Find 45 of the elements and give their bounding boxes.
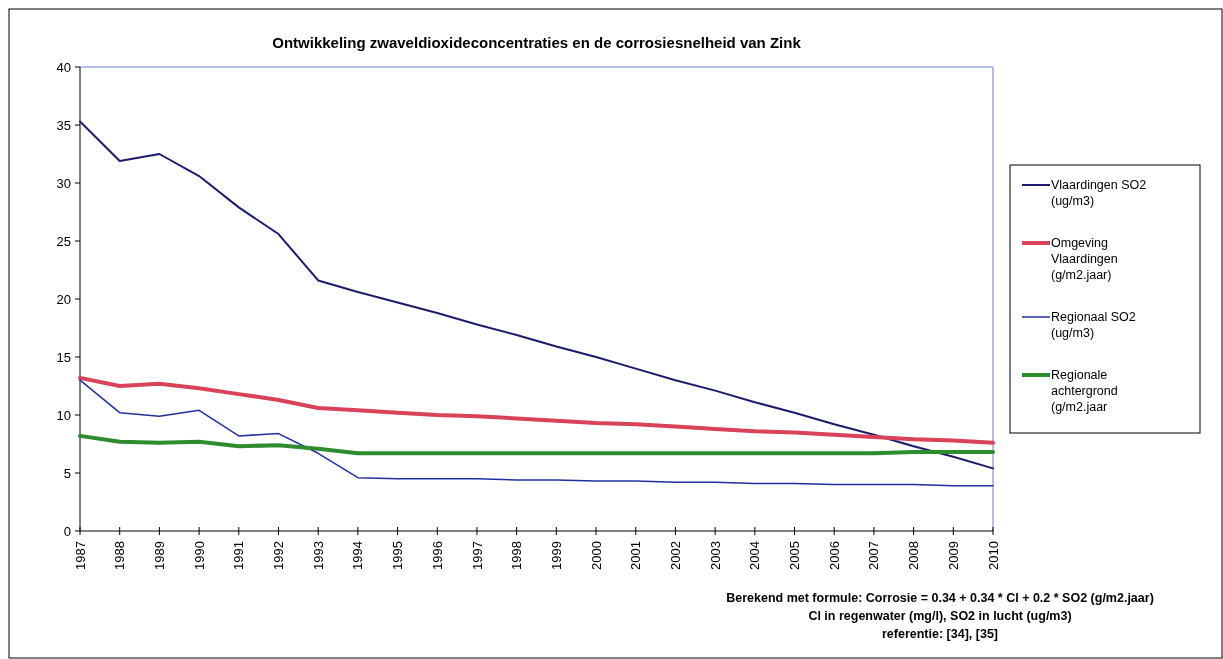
line-series [79, 120, 994, 470]
y-tick-label: 10 [56, 407, 71, 423]
text: Berekend met formule: Corrosie = 0.34 + 0.34 * Cl + 0.2 * SO2 (g/m2.jaar) [726, 591, 1154, 605]
x-tick-label: 2010 [985, 541, 1001, 570]
y-tick-label: 5 [63, 465, 71, 481]
line-series [78, 433, 995, 456]
legend-label: Regionale achtergrond (g/m2.jaar [1051, 368, 1118, 415]
x-tick-label: 1994 [350, 541, 366, 570]
x-tick-label: 1998 [509, 541, 525, 570]
x-tick-label: 1997 [469, 541, 485, 570]
x-tick-label: 2004 [747, 541, 763, 570]
x-tick-label: 2002 [667, 541, 683, 570]
x-tick-label: 1996 [429, 541, 445, 570]
text: referentie: [34], [35] [881, 627, 999, 641]
x-tick-label: 1995 [390, 541, 406, 570]
x-tick-label: 2006 [826, 541, 842, 570]
y-tick-label: 20 [56, 291, 71, 307]
x-tick-label: 1992 [271, 541, 287, 570]
x-tick-label: 1991 [231, 541, 247, 570]
y-tick-label: 0 [63, 523, 71, 539]
y-tick-label: 25 [56, 233, 71, 249]
chart-title: Ontwikkeling zwaveldioxideconcentraties en de corrosiesnelheid van Zink [272, 34, 802, 51]
x-tick-label: 2005 [787, 541, 803, 570]
legend-label: Vlaardingen SO2 (ug/m3) [1051, 178, 1147, 209]
x-tick-label: 1999 [548, 541, 564, 570]
legend-label: Omgeving Vlaardingen (g/m2.jaar) [1051, 236, 1118, 283]
x-tick-label: 1989 [151, 541, 167, 570]
x-tick-label: 1988 [112, 541, 128, 570]
y-tick-label: 30 [56, 175, 71, 191]
x-tick-label: 2007 [866, 541, 882, 570]
x-tick-label: 2000 [588, 541, 604, 570]
y-tick-label: 35 [56, 117, 71, 133]
x-tick-label: 2001 [628, 541, 644, 570]
line-series [78, 375, 995, 445]
line-series [79, 379, 994, 487]
x-tick-label: 1987 [72, 541, 88, 570]
y-tick-label: 40 [56, 59, 71, 75]
text: Cl in regenwater (mg/l), SO2 in lucht (ug/m3) [808, 609, 1072, 623]
x-tick-label: 1993 [310, 541, 326, 570]
y-tick-label: 15 [56, 349, 71, 365]
x-tick-label: 2009 [945, 541, 961, 570]
legend-label: Regionaal SO2 (ug/m3) [1051, 310, 1136, 341]
x-tick-label: 2008 [906, 541, 922, 570]
x-tick-label: 1990 [191, 541, 207, 570]
x-tick-label: 2003 [707, 541, 723, 570]
